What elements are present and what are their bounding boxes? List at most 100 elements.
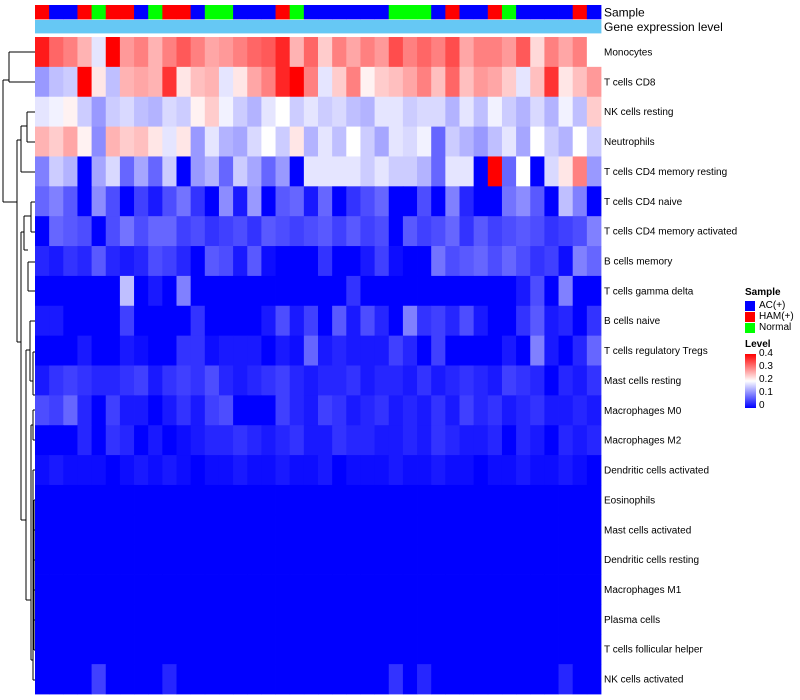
heatmap-cell [77,484,92,516]
heatmap-cell [148,544,163,575]
heatmap-cell [289,574,305,605]
heatmap-cell [586,186,602,217]
heatmap-cell [63,216,78,247]
heatmap-cell [190,156,206,187]
heatmap-cell [473,484,489,516]
heatmap-cell [289,37,305,68]
heatmap-cell [261,664,276,695]
heatmap-cell [275,275,291,307]
heatmap-cell [77,275,92,307]
heatmap-cell [431,514,446,546]
heatmap-cell [586,604,602,635]
heatmap-cell [487,216,503,247]
heatmap-cell [572,604,588,635]
heatmap-cell [417,96,432,127]
heatmap-cell [586,484,602,516]
heatmap-cell [162,305,177,337]
heatmap-cell [162,395,177,426]
heatmap-cell [35,186,50,217]
heatmap-cell [35,634,50,665]
heatmap-cell [374,574,390,605]
heatmap-cell [431,335,446,366]
heatmap-cell [586,275,602,307]
heatmap-cell [289,604,305,635]
heatmap-cell [176,365,192,396]
heatmap-cell [417,634,432,665]
heatmap-cell [105,484,121,516]
heatmap-cell [445,604,460,635]
heatmap-cell [530,455,545,486]
heatmap-cell [586,425,602,456]
heatmap-cell [162,365,177,396]
sample-annotation-cell [516,5,531,20]
heatmap-cell [91,514,107,546]
heatmap-cell [35,335,50,366]
heatmap-cell [487,664,503,695]
heatmap-cell [303,664,319,695]
heatmap-cell [162,246,177,277]
heatmap-cell [530,246,545,277]
heatmap-cell [105,186,121,217]
heatmap-cell [91,156,107,187]
heatmap-cell [374,335,390,366]
heatmap-cell [247,305,262,337]
heatmap-cell [119,574,135,605]
heatmap-cell [473,425,489,456]
heatmap-cell [530,425,545,456]
heatmap-cell [473,634,489,665]
heatmap-cell [558,484,574,516]
heatmap-cell [190,216,206,247]
heatmap-cell [134,305,149,337]
heatmap-cell [473,544,489,575]
sample-annotation-cell [35,5,50,20]
heatmap-cell [162,37,177,68]
heatmap-cell [91,335,107,366]
heatmap-cell [134,66,149,98]
heatmap-cell [516,246,531,277]
heatmap-cell [91,574,107,605]
heatmap-cell [91,544,107,575]
heatmap-cell [204,634,220,665]
heatmap-cell [190,126,206,157]
heatmap-cell [572,664,588,695]
heatmap-cell [303,246,319,277]
heatmap-cell [501,37,517,68]
heatmap-cell [530,395,545,426]
heatmap-cell [459,275,475,307]
heatmap-cell [162,425,177,456]
heatmap-cell [289,335,305,366]
heatmap-cell [261,37,276,68]
heatmap-cell [360,484,375,516]
heatmap-cell [558,216,574,247]
row-label: T cells regulatory Tregs [604,346,708,357]
heatmap-cell [374,216,390,247]
sample-annotation-cell [63,5,78,20]
heatmap-cell [388,335,404,366]
heatmap-cell [91,275,107,307]
heatmap-cell [459,186,475,217]
heatmap-cell [487,96,503,127]
heatmap-cell [148,574,163,605]
heatmap-cell [289,275,305,307]
heatmap-cell [558,335,574,366]
heatmap-cell [261,305,276,337]
heatmap-cell [176,484,192,516]
sample-annotation-cell [473,5,489,20]
heatmap-cell [261,395,276,426]
heatmap-cell [119,156,135,187]
heatmap-cell [247,156,262,187]
heatmap-cell [218,305,234,337]
heatmap-cell [473,126,489,157]
heatmap-cell [77,604,92,635]
heatmap-cell [402,305,418,337]
heatmap-cell [119,484,135,516]
heatmap-cell [445,96,460,127]
heatmap-cell [204,365,220,396]
heatmap-cell [516,156,531,187]
heatmap-cell [148,156,163,187]
sample-annotation-cell [77,5,92,20]
heatmap-cell [374,395,390,426]
heatmap-cell [176,664,192,695]
heatmap-cell [417,455,432,486]
heatmap-cell [473,574,489,605]
